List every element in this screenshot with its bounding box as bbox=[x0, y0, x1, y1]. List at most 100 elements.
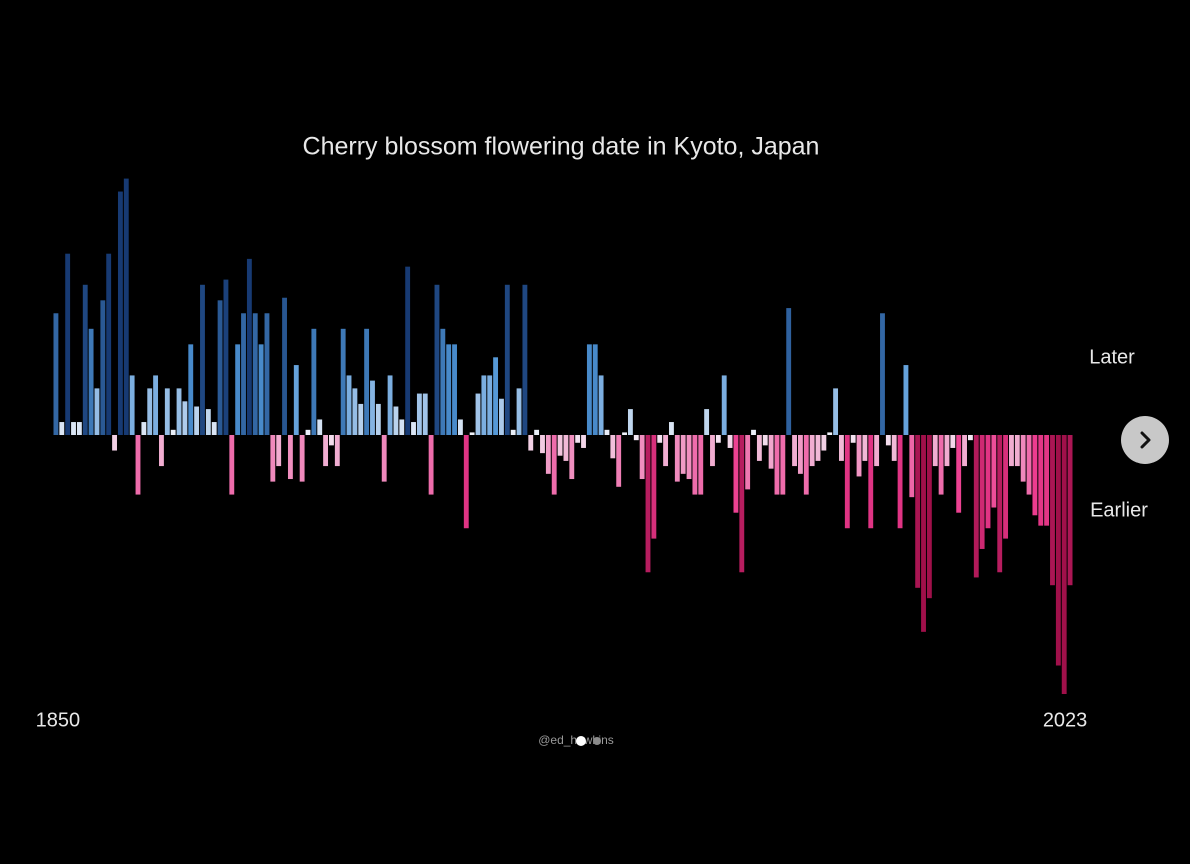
bar bbox=[1003, 435, 1009, 539]
bar bbox=[821, 435, 827, 451]
bar bbox=[200, 284, 205, 435]
bar bbox=[205, 409, 211, 435]
bar bbox=[874, 435, 880, 467]
bar bbox=[416, 393, 422, 435]
bar bbox=[399, 419, 405, 435]
bar bbox=[674, 435, 680, 482]
bar bbox=[856, 435, 862, 477]
positive-label: Later bbox=[1089, 346, 1135, 368]
bar bbox=[117, 191, 123, 435]
chart-title: Cherry blossom flowering date in Kyoto, … bbox=[303, 133, 820, 161]
bar bbox=[633, 435, 639, 441]
bar bbox=[229, 435, 235, 495]
bar bbox=[159, 435, 164, 467]
bar bbox=[768, 435, 774, 469]
bar bbox=[885, 435, 891, 446]
bar bbox=[452, 344, 457, 435]
bar bbox=[786, 308, 792, 435]
bar bbox=[704, 409, 710, 435]
bar bbox=[287, 435, 293, 480]
bar bbox=[270, 435, 276, 482]
bar bbox=[686, 435, 692, 480]
bar bbox=[188, 344, 194, 435]
bar bbox=[53, 313, 59, 435]
bar bbox=[170, 429, 176, 435]
bar bbox=[334, 435, 340, 467]
bar bbox=[223, 279, 229, 435]
bar bbox=[756, 435, 762, 461]
bar bbox=[446, 344, 452, 435]
bar bbox=[1044, 435, 1050, 526]
bar bbox=[305, 429, 311, 435]
bar bbox=[622, 432, 627, 435]
bar bbox=[1061, 435, 1067, 694]
bar bbox=[176, 388, 182, 435]
bar bbox=[956, 435, 962, 513]
bar bbox=[903, 365, 909, 435]
bar bbox=[475, 393, 481, 435]
bar bbox=[428, 435, 434, 495]
bar bbox=[1009, 435, 1014, 467]
bar bbox=[710, 435, 715, 467]
bar bbox=[762, 435, 768, 446]
bar bbox=[282, 297, 287, 435]
bar bbox=[457, 419, 463, 435]
bar bbox=[135, 435, 141, 495]
bar bbox=[809, 435, 815, 467]
bar bbox=[241, 313, 246, 435]
bar bbox=[557, 435, 563, 456]
bar bbox=[839, 435, 844, 461]
bar bbox=[727, 435, 733, 448]
bar bbox=[182, 401, 188, 435]
next-icon bbox=[1140, 431, 1151, 449]
bar bbox=[598, 375, 604, 435]
credit: @ed_hawkins bbox=[538, 733, 614, 747]
bar bbox=[926, 435, 932, 599]
bar bbox=[329, 435, 334, 446]
bar bbox=[141, 422, 147, 435]
bar bbox=[88, 328, 94, 435]
bar bbox=[680, 435, 686, 474]
bar bbox=[147, 388, 153, 435]
bar bbox=[510, 429, 516, 435]
bar bbox=[493, 357, 499, 435]
bar bbox=[1026, 435, 1032, 495]
bar bbox=[932, 435, 938, 467]
bar bbox=[745, 435, 751, 490]
bar bbox=[164, 388, 170, 435]
bar bbox=[340, 328, 346, 435]
bar bbox=[868, 435, 874, 529]
bar bbox=[59, 422, 65, 435]
bar bbox=[71, 422, 76, 435]
x-tick-label: 2023 bbox=[1043, 709, 1088, 731]
bar bbox=[973, 435, 979, 578]
bar bbox=[106, 253, 112, 435]
bar bbox=[733, 435, 739, 513]
bar bbox=[880, 313, 885, 435]
bar bbox=[669, 422, 674, 435]
bar bbox=[94, 388, 100, 435]
bar bbox=[545, 435, 551, 474]
bar bbox=[358, 403, 364, 435]
bar bbox=[897, 435, 903, 529]
bar bbox=[487, 375, 493, 435]
bar bbox=[76, 422, 82, 435]
bar bbox=[65, 253, 71, 435]
bar bbox=[715, 435, 721, 443]
bar bbox=[534, 429, 540, 435]
bar bbox=[850, 435, 856, 443]
bar bbox=[387, 375, 393, 435]
bar bbox=[938, 435, 944, 495]
bar bbox=[997, 435, 1003, 573]
bar bbox=[657, 435, 663, 443]
bar bbox=[246, 258, 252, 435]
bar bbox=[323, 435, 329, 467]
bar bbox=[645, 435, 651, 573]
bar bbox=[909, 435, 915, 498]
bar bbox=[264, 313, 270, 435]
bar bbox=[235, 344, 241, 435]
next-button[interactable] bbox=[1121, 416, 1169, 464]
bar bbox=[153, 375, 159, 435]
bar bbox=[827, 432, 833, 435]
bar bbox=[627, 409, 633, 435]
